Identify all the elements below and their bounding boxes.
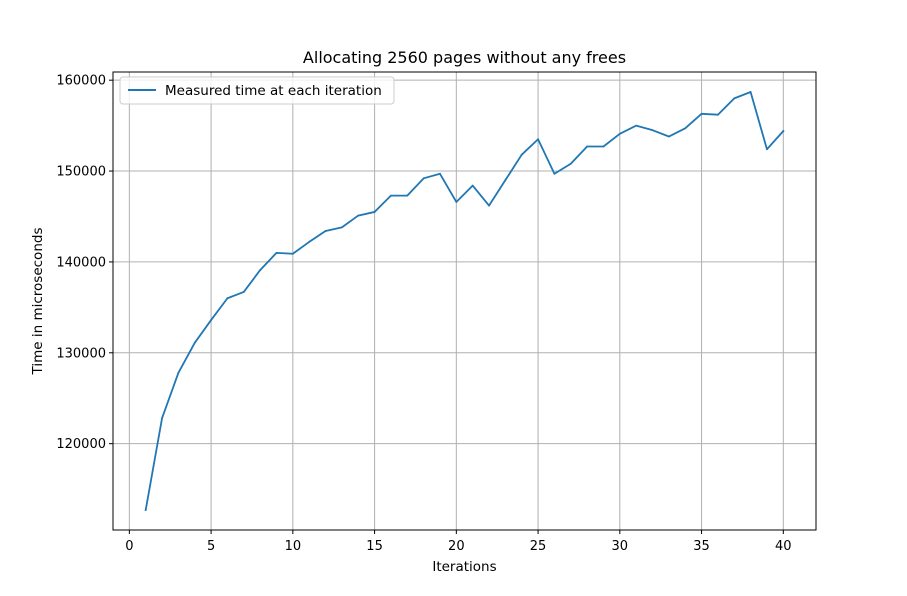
data-point <box>373 211 376 213</box>
data-point <box>226 297 229 300</box>
data-point <box>504 179 507 182</box>
data-point <box>684 127 687 130</box>
x-tick-label: 10 <box>285 539 302 554</box>
data-point <box>324 230 327 232</box>
data-point <box>733 97 736 100</box>
data-point <box>537 138 539 141</box>
data-point <box>602 145 605 148</box>
data-point <box>242 291 245 293</box>
data-point <box>308 241 311 243</box>
data-point <box>406 194 409 197</box>
data-point <box>144 509 147 511</box>
data-point <box>455 201 458 203</box>
x-tick-label: 20 <box>448 539 465 554</box>
chart-title: Allocating 2560 pages without any frees <box>303 48 626 67</box>
x-tick-label: 0 <box>125 539 133 554</box>
data-point <box>275 251 278 254</box>
x-axis: 0 5 10 15 20 25 30 35 40 <box>125 530 792 554</box>
series-line <box>144 91 785 512</box>
y-tick-label: 130000 <box>56 346 106 361</box>
data-point <box>390 194 392 197</box>
data-point <box>357 214 360 217</box>
data-point <box>520 153 523 156</box>
data-point <box>439 172 441 175</box>
y-tick-label: 140000 <box>56 255 106 270</box>
data-point <box>259 269 262 271</box>
data-point <box>471 184 474 187</box>
data-point <box>667 135 670 138</box>
grid <box>113 72 816 530</box>
data-point <box>422 177 425 180</box>
data-point <box>553 172 556 175</box>
data-point <box>569 162 572 165</box>
x-tick-label: 5 <box>207 539 215 554</box>
data-point <box>717 113 719 116</box>
x-tick-label: 15 <box>366 539 383 554</box>
legend-label: Measured time at each iteration <box>165 83 382 99</box>
y-axis-label: Time in microseconds <box>30 228 46 376</box>
x-tick-label: 25 <box>530 539 547 554</box>
data-point <box>635 124 638 127</box>
y-tick-label: 150000 <box>56 165 106 180</box>
data-point <box>782 130 785 132</box>
data-point <box>161 417 163 420</box>
data-point <box>488 204 490 207</box>
data-point <box>177 371 180 374</box>
y-axis: 120000 130000 140000 150000 160000 <box>56 74 113 452</box>
data-point <box>340 226 343 229</box>
plot-lines <box>144 91 785 512</box>
data-point <box>749 91 752 93</box>
y-tick-label: 160000 <box>56 74 106 89</box>
x-axis-label: Iterations <box>432 559 496 575</box>
plot-frame <box>112 71 817 531</box>
legend: Measured time at each iteration <box>119 76 395 105</box>
data-point <box>193 341 196 344</box>
data-point <box>586 145 589 148</box>
legend-box <box>119 76 395 105</box>
data-point <box>700 112 703 115</box>
data-point <box>618 132 621 135</box>
y-tick-label: 120000 <box>56 437 106 452</box>
data-point <box>651 129 654 132</box>
x-tick-label: 30 <box>612 539 629 554</box>
x-tick-label: 35 <box>693 539 710 554</box>
data-point <box>210 319 212 321</box>
data-point <box>291 252 294 255</box>
data-point <box>766 148 768 151</box>
x-tick-label: 40 <box>775 539 792 554</box>
